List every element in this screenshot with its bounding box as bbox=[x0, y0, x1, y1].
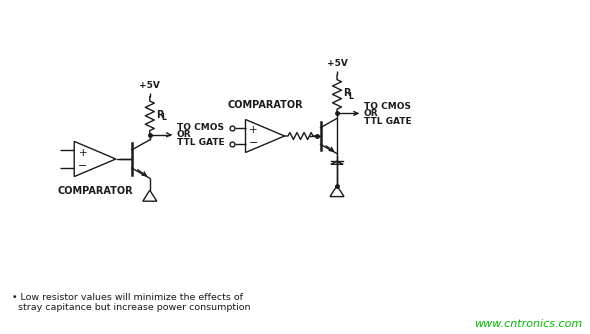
Text: +: + bbox=[250, 125, 258, 135]
Text: +5V: +5V bbox=[139, 81, 160, 90]
Text: R: R bbox=[156, 110, 163, 120]
Text: +5V: +5V bbox=[326, 59, 348, 68]
Text: TTL GATE: TTL GATE bbox=[177, 138, 224, 147]
Text: www.cntronics.com: www.cntronics.com bbox=[474, 319, 582, 329]
Text: OR: OR bbox=[364, 109, 379, 118]
Text: R: R bbox=[343, 89, 350, 99]
Text: TTL GATE: TTL GATE bbox=[364, 117, 412, 126]
Text: COMPARATOR: COMPARATOR bbox=[57, 186, 133, 196]
Text: −: − bbox=[78, 161, 87, 171]
Text: TO CMOS: TO CMOS bbox=[364, 102, 411, 111]
Text: stray capitance but increase power consumption: stray capitance but increase power consu… bbox=[12, 304, 251, 313]
Text: +: + bbox=[78, 148, 87, 158]
Text: L: L bbox=[348, 92, 353, 101]
Text: L: L bbox=[161, 113, 166, 122]
Text: TO CMOS: TO CMOS bbox=[177, 123, 224, 132]
Text: OR: OR bbox=[177, 130, 191, 139]
Text: • Low resistor values will minimize the effects of: • Low resistor values will minimize the … bbox=[12, 294, 243, 303]
Text: −: − bbox=[249, 138, 258, 148]
Text: COMPARATOR: COMPARATOR bbox=[227, 101, 303, 111]
